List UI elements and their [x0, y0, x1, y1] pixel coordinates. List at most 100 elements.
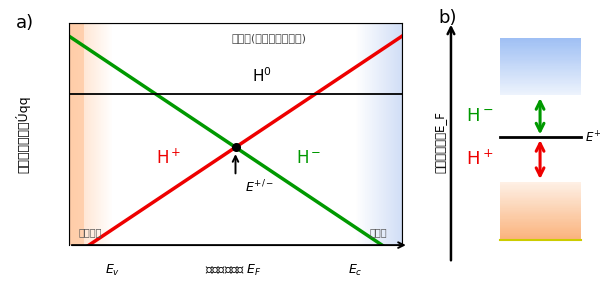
Bar: [500, 89, 581, 91]
Bar: [398, 23, 399, 245]
Bar: [500, 76, 581, 77]
Bar: [71, 23, 72, 245]
Bar: [84, 23, 85, 245]
Bar: [500, 215, 581, 216]
Bar: [106, 23, 107, 245]
Bar: [109, 23, 110, 245]
Text: 形成エネルギーÚqq: 形成エネルギーÚqq: [15, 95, 30, 173]
Bar: [364, 23, 365, 245]
Bar: [374, 23, 375, 245]
Bar: [500, 68, 581, 69]
Bar: [500, 184, 581, 185]
Text: 価電子帯: 価電子帯: [79, 227, 103, 237]
Bar: [86, 23, 87, 245]
Bar: [367, 23, 368, 245]
Bar: [93, 23, 94, 245]
Bar: [500, 212, 581, 213]
Bar: [74, 23, 75, 245]
Bar: [88, 23, 89, 245]
Bar: [500, 199, 581, 200]
Bar: [500, 61, 581, 62]
Bar: [500, 188, 581, 189]
Bar: [500, 191, 581, 192]
Bar: [104, 23, 105, 245]
Bar: [73, 23, 74, 245]
Bar: [75, 23, 76, 245]
Text: 伝導帯: 伝導帯: [370, 227, 388, 237]
Bar: [107, 23, 108, 245]
Bar: [362, 23, 363, 245]
Bar: [363, 23, 364, 245]
Bar: [357, 23, 358, 245]
Bar: [500, 50, 581, 52]
Bar: [95, 23, 97, 245]
Bar: [500, 186, 581, 188]
Bar: [500, 46, 581, 47]
Bar: [395, 23, 396, 245]
Text: 禁制帯(バンドギャップ): 禁制帯(バンドギャップ): [231, 33, 306, 43]
Bar: [76, 23, 77, 245]
Bar: [500, 238, 581, 239]
Bar: [400, 23, 401, 245]
Bar: [500, 228, 581, 229]
Bar: [500, 47, 581, 48]
Bar: [376, 23, 377, 245]
Bar: [111, 23, 112, 245]
Bar: [381, 23, 382, 245]
Bar: [500, 201, 581, 203]
Bar: [92, 23, 93, 245]
Bar: [500, 72, 581, 73]
Bar: [500, 86, 581, 87]
Bar: [500, 207, 581, 208]
Bar: [500, 84, 581, 85]
Bar: [500, 57, 581, 58]
Bar: [500, 85, 581, 86]
Bar: [69, 23, 84, 245]
Bar: [392, 23, 394, 245]
Bar: [500, 185, 581, 186]
Bar: [360, 23, 361, 245]
Text: b): b): [438, 9, 457, 27]
Bar: [500, 221, 581, 222]
Bar: [359, 23, 360, 245]
Bar: [500, 91, 581, 92]
Bar: [500, 65, 581, 66]
Text: $E^{+/-}$: $E^{+/-}$: [586, 129, 600, 146]
Bar: [500, 192, 581, 193]
Bar: [371, 23, 373, 245]
Bar: [500, 43, 581, 44]
Bar: [500, 223, 581, 225]
Bar: [102, 23, 103, 245]
Bar: [500, 58, 581, 60]
Bar: [500, 60, 581, 61]
Bar: [384, 23, 385, 245]
Bar: [378, 23, 379, 245]
Bar: [108, 23, 109, 245]
Bar: [85, 23, 86, 245]
Bar: [396, 23, 397, 245]
Bar: [81, 23, 82, 245]
Text: $E^{+/-}$: $E^{+/-}$: [245, 178, 275, 195]
Bar: [89, 23, 90, 245]
Bar: [500, 230, 581, 231]
Bar: [103, 23, 104, 245]
Bar: [500, 70, 581, 71]
Bar: [500, 55, 581, 56]
Bar: [91, 23, 92, 245]
Bar: [401, 23, 402, 245]
Bar: [380, 23, 381, 245]
Bar: [500, 229, 581, 230]
Bar: [500, 190, 581, 191]
Bar: [500, 62, 581, 63]
Bar: [500, 41, 581, 42]
Bar: [500, 79, 581, 80]
Bar: [500, 69, 581, 70]
Bar: [500, 231, 581, 233]
Bar: [500, 216, 581, 217]
Bar: [500, 197, 581, 198]
Bar: [500, 196, 581, 197]
Text: $\mathrm{H^-}$: $\mathrm{H^-}$: [296, 149, 322, 167]
Bar: [500, 200, 581, 201]
Bar: [500, 183, 581, 184]
Bar: [365, 23, 366, 245]
